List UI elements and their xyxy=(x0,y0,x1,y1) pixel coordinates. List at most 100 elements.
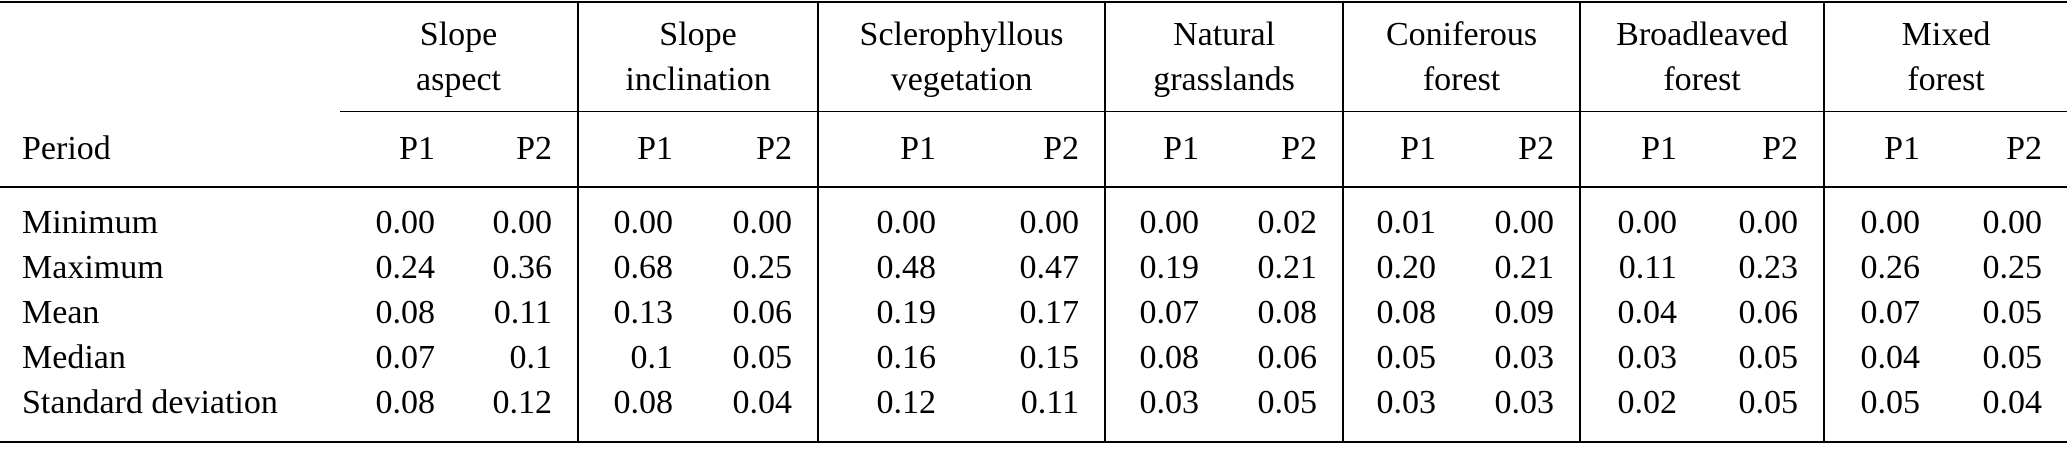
group-header-line1: Coniferous xyxy=(1386,16,1538,53)
value-cell: 0.25 xyxy=(698,245,820,290)
value-cell: 0.00 xyxy=(1982,203,2043,241)
value-cell: 0.06 xyxy=(698,290,820,335)
value-cell: 0.04 xyxy=(698,380,820,442)
value-cell: 0.05 xyxy=(1702,335,1826,380)
table-row: Median 0.07 0.1 0.1 0.05 0.16 0.15 0.08 0.06 0.05… xyxy=(0,335,2067,380)
value-cell: 0.03 xyxy=(1617,338,1678,376)
value-cell: 0.03 xyxy=(1461,380,1582,442)
subheader-slope-aspect-p2: P2 xyxy=(460,111,580,188)
group-header-line2: forest xyxy=(1907,61,1985,98)
value-cell: 0.11 xyxy=(460,290,580,335)
value-cell: 0.00 xyxy=(1139,203,1200,241)
value-cell: 0.02 xyxy=(1617,383,1678,421)
value-cell: 0.13 xyxy=(613,293,674,331)
group-header-line2: grasslands xyxy=(1153,61,1295,98)
value-cell: 0.00 xyxy=(1617,203,1678,241)
value-cell: 0.05 xyxy=(1224,380,1345,442)
value-cell: 0.24 xyxy=(375,248,436,286)
table-row: Standard deviation 0.08 0.12 0.08 0.04 0.12 0.… xyxy=(0,380,2067,442)
value-cell: 0.00 xyxy=(460,187,580,245)
table-header: Slope aspect Slope inclination Sclerophyllou… xyxy=(0,2,2067,188)
value-cell: 0.19 xyxy=(876,293,937,331)
subheader-slope-inclination-p1: P1 xyxy=(578,111,699,188)
value-cell: 0.06 xyxy=(1702,290,1826,335)
value-cell: 0.04 xyxy=(1860,338,1921,376)
value-cell: 0.68 xyxy=(613,248,674,286)
group-header-line2: inclination xyxy=(625,61,771,98)
value-cell: 0.05 xyxy=(1860,383,1921,421)
group-header-line2: aspect xyxy=(416,61,501,98)
value-cell: 0.25 xyxy=(1982,248,2043,286)
value-cell: 0.11 xyxy=(961,380,1107,442)
value-cell: 0.03 xyxy=(1139,383,1200,421)
group-header-mixed-forest: Mixed forest xyxy=(1824,2,2067,112)
value-cell: 0.19 xyxy=(1139,248,1200,286)
value-cell: 0.00 xyxy=(1860,203,1921,241)
value-cell: 0.03 xyxy=(1376,383,1437,421)
group-header-slope-inclination: Slope inclination xyxy=(578,2,820,112)
group-header-row: Slope aspect Slope inclination Sclerophyllou… xyxy=(0,2,2067,112)
value-cell: 0.47 xyxy=(961,245,1107,290)
subheader-natural-grasslands-p2: P2 xyxy=(1224,111,1345,188)
value-cell: 0.00 xyxy=(961,187,1107,245)
group-header-coniferous-forest: Coniferous forest xyxy=(1343,2,1582,112)
value-cell: 0.05 xyxy=(1982,293,2043,331)
value-cell: 0.05 xyxy=(1376,338,1437,376)
value-cell: 0.11 xyxy=(1618,248,1678,286)
subheader-broadleaved-forest-p1: P1 xyxy=(1580,111,1703,188)
value-cell: 0.08 xyxy=(1139,338,1200,376)
value-cell: 0.02 xyxy=(1224,187,1345,245)
value-cell: 0.21 xyxy=(1224,245,1345,290)
value-cell: 0.08 xyxy=(1376,293,1437,331)
value-cell: 0.21 xyxy=(1461,245,1582,290)
table-row: Maximum 0.24 0.36 0.68 0.25 0.48 0.47 0.19 0.21 0… xyxy=(0,245,2067,290)
group-header-line1: Natural xyxy=(1173,16,1276,53)
value-cell: 0.08 xyxy=(613,383,674,421)
group-header-line2: vegetation xyxy=(890,61,1033,98)
value-cell: 0.07 xyxy=(1139,293,1200,331)
subheader-coniferous-forest-p2: P2 xyxy=(1461,111,1582,188)
corner-spacer xyxy=(0,2,340,112)
value-cell: 0.48 xyxy=(876,248,937,286)
table-body: Minimum 0.00 0.00 0.00 0.00 0.00 0.00 0.00 0.02 0… xyxy=(0,187,2067,442)
table-row: Minimum 0.00 0.00 0.00 0.00 0.00 0.00 0.00 0.02 0… xyxy=(0,187,2067,245)
value-cell: 0.12 xyxy=(876,383,937,421)
value-cell: 0.15 xyxy=(961,335,1107,380)
value-cell: 0.07 xyxy=(375,338,436,376)
value-cell: 0.07 xyxy=(1860,293,1921,331)
value-cell: 0.05 xyxy=(1982,338,2043,376)
value-cell: 0.20 xyxy=(1376,248,1437,286)
subheader-mixed-forest-p1: P1 xyxy=(1824,111,1946,188)
subheader-row: Period P1 P2 P1 P2 P1 P2 P1 P2 P1 P2 P1 P2 P1 P2 xyxy=(0,111,2067,188)
value-cell: 0.00 xyxy=(1461,187,1582,245)
group-header-slope-aspect: Slope aspect xyxy=(340,2,580,112)
value-cell: 0.09 xyxy=(1461,290,1582,335)
group-header-line1: Broadleaved xyxy=(1616,16,1788,53)
value-cell: 0.17 xyxy=(961,290,1107,335)
group-header-line1: Slope xyxy=(419,16,498,53)
row-label: Median xyxy=(22,338,126,376)
value-cell: 0.1 xyxy=(460,335,580,380)
value-cell: 0.00 xyxy=(375,203,436,241)
subheader-natural-grasslands-p1: P1 xyxy=(1105,111,1225,188)
value-cell: 0.00 xyxy=(1702,187,1826,245)
value-cell: 0.16 xyxy=(876,338,937,376)
group-header-natural-grasslands: Natural grasslands xyxy=(1105,2,1345,112)
subheader-slope-inclination-p2: P2 xyxy=(698,111,820,188)
row-label: Mean xyxy=(22,293,100,331)
subheader-mixed-forest-p2: P2 xyxy=(1945,111,2067,188)
group-header-line2: forest xyxy=(1422,61,1501,98)
value-cell: 0.00 xyxy=(698,187,820,245)
group-header-line1: Sclerophyllous xyxy=(859,16,1064,53)
value-cell: 0.08 xyxy=(1224,290,1345,335)
value-cell: 0.08 xyxy=(375,383,436,421)
value-cell: 0.06 xyxy=(1224,335,1345,380)
subheader-sclerophyllous-vegetation-p2: P2 xyxy=(961,111,1107,188)
value-cell: 0.05 xyxy=(698,335,820,380)
group-header-line1: Mixed xyxy=(1901,16,1991,53)
value-cell: 0.04 xyxy=(1617,293,1678,331)
value-cell: 0.03 xyxy=(1461,335,1582,380)
statistics-table: Slope aspect Slope inclination Sclerophyllou… xyxy=(0,1,2067,443)
value-cell: 0.36 xyxy=(460,245,580,290)
